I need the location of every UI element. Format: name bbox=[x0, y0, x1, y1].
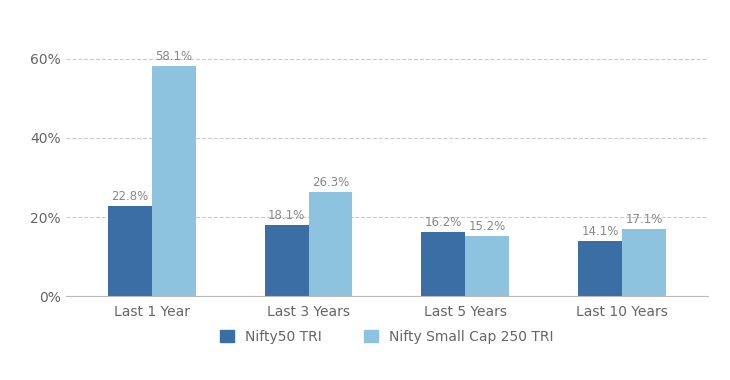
Text: 26.3%: 26.3% bbox=[312, 176, 349, 189]
Text: 22.8%: 22.8% bbox=[111, 190, 149, 203]
Text: 18.1%: 18.1% bbox=[268, 209, 305, 222]
Bar bbox=[265, 225, 309, 296]
Legend: Nifty50 TRI, Nifty Small Cap 250 TRI: Nifty50 TRI, Nifty Small Cap 250 TRI bbox=[213, 323, 561, 350]
Text: 15.2%: 15.2% bbox=[469, 220, 506, 233]
Bar bbox=[421, 232, 465, 296]
Bar bbox=[309, 192, 353, 296]
Text: 17.1%: 17.1% bbox=[625, 213, 663, 226]
Bar bbox=[465, 236, 509, 296]
Bar bbox=[622, 229, 666, 296]
Bar bbox=[152, 66, 196, 296]
Text: 58.1%: 58.1% bbox=[155, 51, 193, 63]
Text: 14.1%: 14.1% bbox=[581, 225, 619, 238]
Bar bbox=[108, 206, 152, 296]
Bar bbox=[578, 241, 622, 296]
Text: 16.2%: 16.2% bbox=[425, 217, 462, 230]
